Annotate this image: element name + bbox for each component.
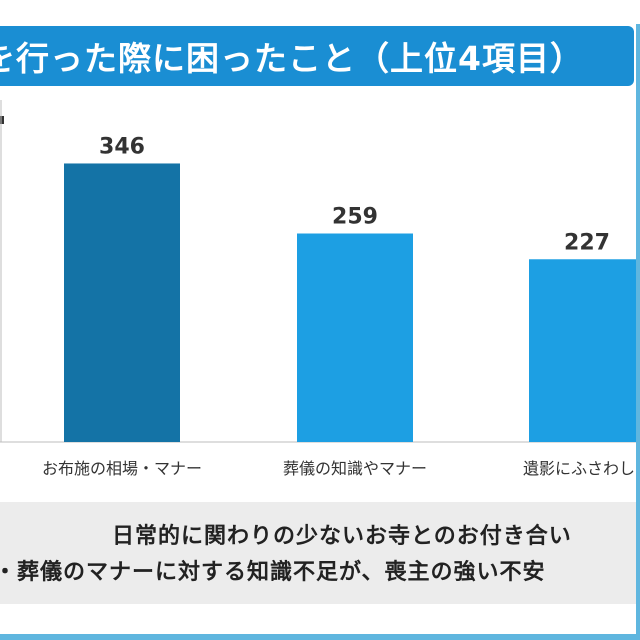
summary-box: 日常的に関わりの少ないお寺とのお付き合い ・葬儀のマナーに対する知識不足が、喪主…: [0, 502, 636, 604]
category-label-2: 葬儀の知識やマナー: [283, 459, 427, 478]
top-strip: [0, 0, 640, 24]
bar-value-label-2: 259: [332, 205, 378, 230]
right-border-rule: [636, 24, 640, 640]
summary-line-2: ・葬儀のマナーに対する知識不足が、喪主の強い不安: [0, 560, 546, 585]
bottom-rule: [0, 634, 640, 640]
category-label-1: お布施の相場・マナー: [42, 459, 202, 478]
bar-value-label-3: 227: [564, 230, 610, 255]
axis-stub: [0, 116, 4, 124]
title-banner: を行った際に困ったこと（上位4項目）: [0, 26, 634, 86]
summary-line-1: 日常的に関わりの少ないお寺とのお付き合い: [112, 524, 572, 549]
chart-title: を行った際に困ったこと（上位4項目）: [0, 39, 584, 78]
bar-3: [529, 259, 636, 442]
bar-chart: 346 お布施の相場・マナー 259 葬儀の知識やマナー 227 遺影にふさわしい: [0, 100, 636, 480]
bar-2: [297, 233, 413, 442]
category-label-3: 遺影にふさわしい: [523, 459, 636, 478]
bar-chart-svg: 346 お布施の相場・マナー 259 葬儀の知識やマナー 227 遺影にふさわしい: [0, 100, 636, 478]
bar-1: [64, 163, 180, 442]
bar-value-label-1: 346: [99, 134, 145, 159]
